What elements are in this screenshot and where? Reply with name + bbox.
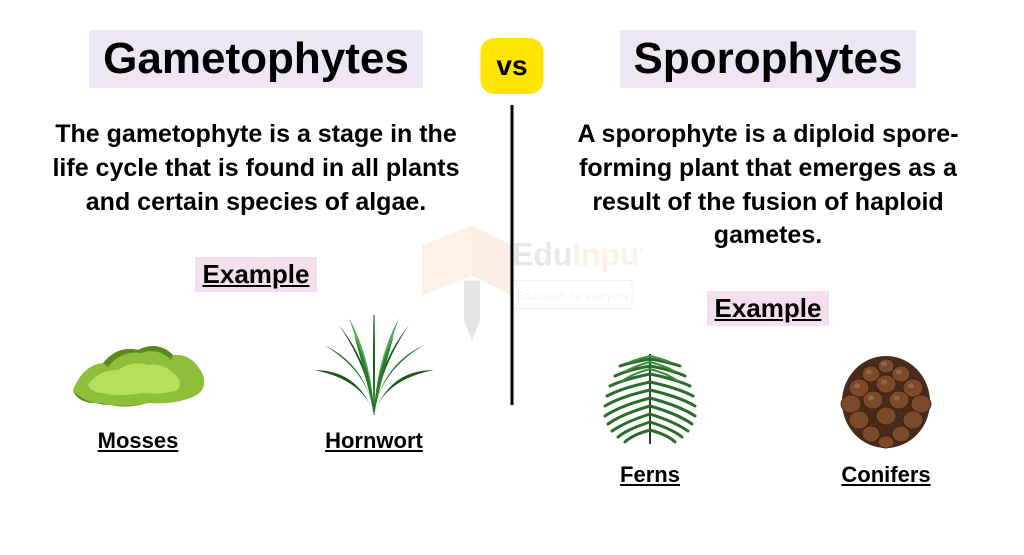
hornwort-label: Hornwort xyxy=(325,428,423,454)
right-description: A sporophyte is a diploid spore-forming … xyxy=(558,118,978,253)
mosses-icon xyxy=(63,310,213,420)
example-ferns: Ferns xyxy=(575,344,725,488)
example-conifers: Conifers xyxy=(811,344,961,488)
mosses-label: Mosses xyxy=(98,428,179,454)
left-examples: Mosses xyxy=(30,310,482,454)
vs-badge: vs xyxy=(480,38,543,94)
conifers-label: Conifers xyxy=(841,462,930,488)
hornwort-icon xyxy=(299,310,449,420)
right-examples: Ferns xyxy=(542,344,994,488)
left-column: Gametophytes The gametophyte is a stage … xyxy=(0,0,512,555)
example-hornwort: Hornwort xyxy=(299,310,449,454)
right-title: Sporophytes xyxy=(620,30,917,88)
left-description: The gametophyte is a stage in the life c… xyxy=(46,118,466,219)
conifers-icon xyxy=(811,344,961,454)
ferns-label: Ferns xyxy=(620,462,680,488)
left-example-label: Example xyxy=(195,257,318,292)
example-mosses: Mosses xyxy=(63,310,213,454)
right-column: Sporophytes A sporophyte is a diploid sp… xyxy=(512,0,1024,555)
right-example-label: Example xyxy=(707,291,830,326)
left-title: Gametophytes xyxy=(89,30,423,88)
ferns-icon xyxy=(575,344,725,454)
